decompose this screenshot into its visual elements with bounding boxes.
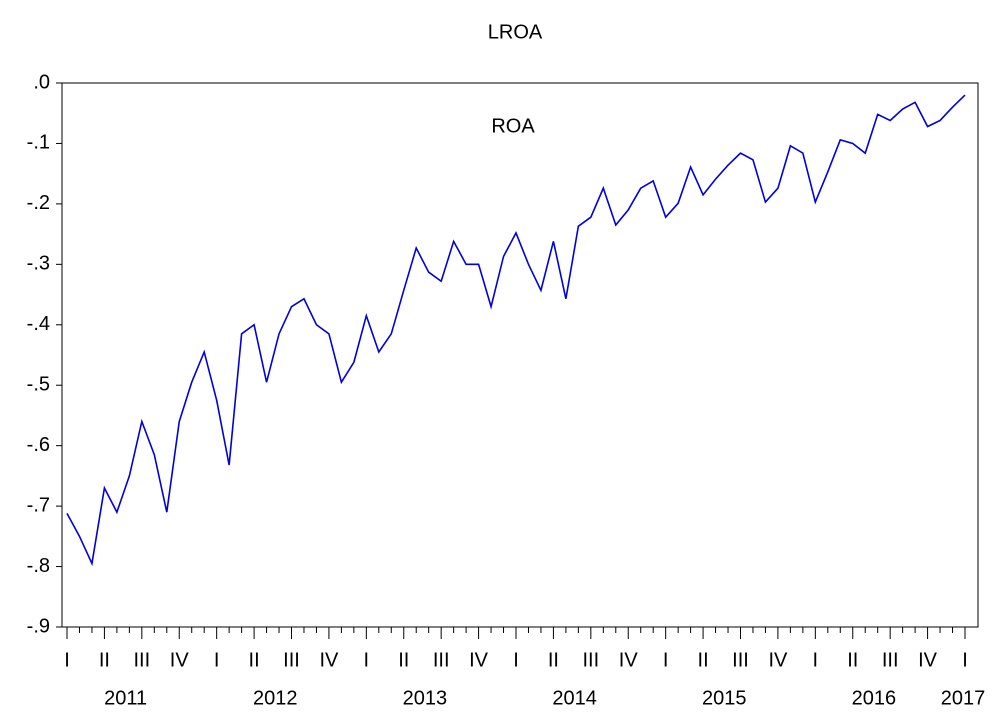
x-tick-label: III — [133, 649, 150, 671]
year-label: 2011 — [104, 687, 147, 709]
y-tick-label: -.4 — [27, 313, 50, 335]
x-tick-label: III — [283, 649, 300, 671]
y-tick-label: -.2 — [27, 192, 50, 214]
y-tick-label: .0 — [33, 71, 50, 93]
y-tick-label: -.9 — [27, 615, 50, 637]
x-tick-label: I — [214, 649, 220, 671]
x-tick-label: I — [513, 649, 519, 671]
year-label: 2014 — [552, 687, 597, 709]
series-line — [66, 94, 966, 567]
year-label: 2013 — [403, 687, 448, 709]
x-tick-label: III — [433, 649, 450, 671]
year-label: 2016 — [852, 687, 897, 709]
x-tick-label: III — [882, 649, 899, 671]
x-tick-label: III — [582, 649, 599, 671]
x-tick-label: II — [99, 649, 110, 671]
x-tick-label: II — [548, 649, 559, 671]
year-label: 2015 — [702, 687, 747, 709]
annotation: ROA — [491, 115, 535, 137]
x-tick-label: II — [698, 649, 709, 671]
x-tick-label: I — [663, 649, 669, 671]
x-tick-label: IV — [170, 649, 190, 671]
y-tick-label: -.3 — [27, 253, 50, 275]
y-tick-label: -.6 — [27, 434, 50, 456]
x-tick-label: I — [64, 649, 70, 671]
x-tick-label: II — [249, 649, 260, 671]
y-tick-label: -.8 — [27, 555, 50, 577]
x-tick-label: II — [398, 649, 409, 671]
x-tick-label: I — [813, 649, 819, 671]
x-tick-label: IV — [768, 649, 788, 671]
plot-frame — [61, 82, 979, 628]
year-label: 2012 — [253, 687, 298, 709]
chart-title: LROA — [488, 21, 543, 43]
x-tick-label: I — [962, 649, 968, 671]
x-tick-label: IV — [469, 649, 489, 671]
y-tick-label: -.5 — [27, 374, 50, 396]
x-tick-label: IV — [619, 649, 639, 671]
x-tick-label: IV — [319, 649, 339, 671]
y-tick-label: -.1 — [27, 132, 50, 154]
x-tick-label: IV — [918, 649, 938, 671]
year-label: 2017 — [941, 687, 986, 709]
x-tick-label: I — [364, 649, 370, 671]
x-tick-label: II — [847, 649, 858, 671]
x-tick-label: III — [732, 649, 749, 671]
y-tick-label: -.7 — [27, 494, 50, 516]
